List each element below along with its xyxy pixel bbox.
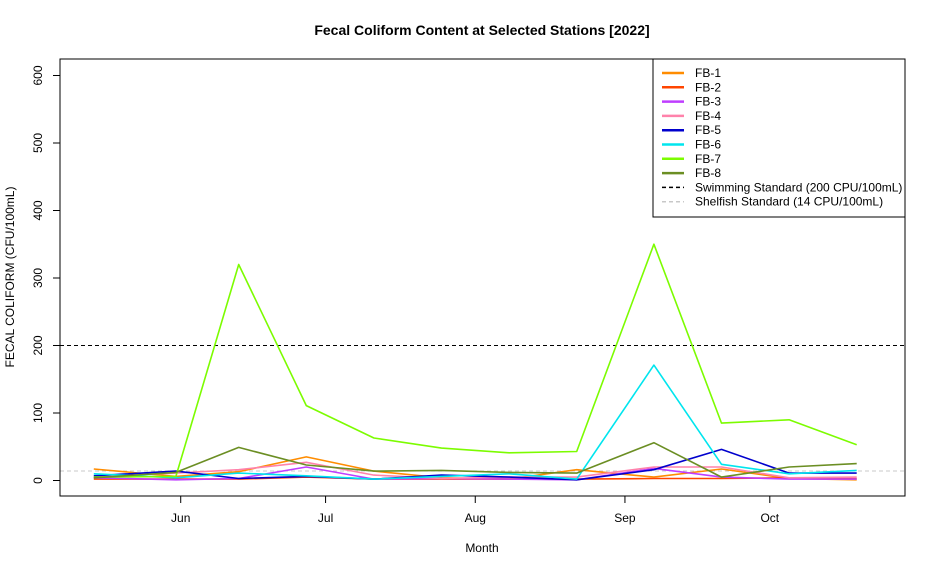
y-tick-label: 200 [31, 335, 45, 355]
legend-label: FB-7 [695, 152, 721, 166]
legend-label: FB-3 [695, 95, 721, 109]
y-tick-label: 400 [31, 200, 45, 220]
y-tick-label: 600 [31, 65, 45, 85]
legend-box [652, 58, 906, 218]
legend-label: FB-1 [695, 66, 721, 80]
legend-label: FB-5 [695, 123, 721, 137]
series-line-fb-8 [93, 441, 857, 479]
x-tick-label: Jun [171, 511, 190, 525]
y-axis: 0 100 200 300 400 500 600 [31, 65, 61, 484]
y-axis-label: FECAL COLIFORM (CFU/100mL) [3, 187, 17, 368]
legend-label: FB-6 [695, 138, 721, 152]
legend-label: FB-2 [695, 80, 721, 94]
y-tick-label: 300 [31, 268, 45, 288]
series-line-fb-7 [93, 243, 857, 478]
legend-label: Swimming Standard (200 CPU/100mL) [695, 180, 902, 194]
x-axis: Jun Jul Aug Sep Oct [171, 495, 780, 525]
legend-label: FB-4 [695, 109, 721, 123]
series-line-fb-6 [93, 364, 857, 480]
series-layer [93, 243, 857, 481]
x-axis-label: Month [465, 541, 498, 555]
series-line-fb-4 [93, 461, 857, 480]
y-tick-label: 100 [31, 403, 45, 423]
x-tick-label: Oct [760, 511, 779, 525]
chart-title: Fecal Coliform Content at Selected Stati… [314, 22, 649, 38]
y-tick-label: 0 [31, 477, 45, 484]
legend: FB-1FB-2FB-3FB-4FB-5FB-6FB-7FB-8Swimming… [652, 58, 906, 218]
series-line-fb-5 [93, 448, 857, 481]
legend-label: Shelfish Standard (14 CPU/100mL) [695, 195, 883, 209]
legend-label: FB-8 [695, 166, 721, 180]
y-tick-label: 500 [31, 133, 45, 153]
series-line-fb-3 [93, 466, 857, 481]
x-tick-label: Jul [318, 511, 333, 525]
x-tick-label: Aug [465, 511, 486, 525]
reference-lines [60, 345, 905, 472]
x-tick-label: Sep [614, 511, 636, 525]
